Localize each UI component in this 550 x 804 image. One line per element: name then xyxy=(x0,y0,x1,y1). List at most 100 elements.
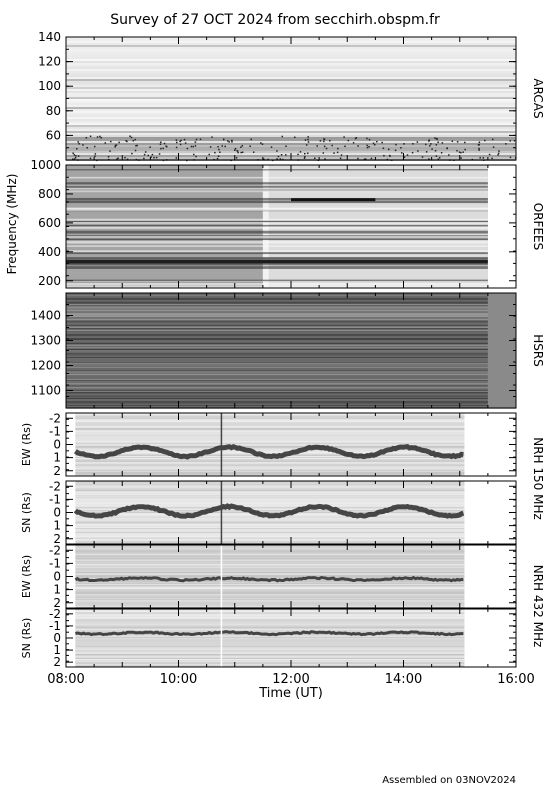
noise-pixel xyxy=(234,149,236,151)
noise-pixel xyxy=(74,156,77,159)
position-stripe xyxy=(75,559,465,561)
noise-pixel xyxy=(209,146,212,148)
freq-line xyxy=(66,390,516,392)
freq-line xyxy=(66,197,488,200)
noise-pixel xyxy=(144,151,147,153)
noise-pixel xyxy=(322,152,325,154)
position-stripe xyxy=(75,459,465,461)
noise-pixel xyxy=(125,140,127,142)
noise-pixel xyxy=(160,141,162,143)
position-stripe xyxy=(75,575,465,577)
noise-pixel xyxy=(107,155,110,158)
noise-pixel xyxy=(497,154,499,156)
noise-pixel xyxy=(94,153,97,155)
noise-pixel xyxy=(85,136,88,139)
y-tick-label: 2 xyxy=(53,596,61,610)
position-stripe xyxy=(75,558,465,560)
position-stripe xyxy=(75,552,465,554)
noise-pixel xyxy=(276,150,278,152)
noise-pixel xyxy=(366,146,369,149)
noise-pixel xyxy=(307,136,309,138)
noise-pixel xyxy=(175,157,178,159)
noise-pixel xyxy=(383,154,385,157)
noise-pixel xyxy=(221,145,223,147)
noise-pixel xyxy=(435,144,438,146)
noise-pixel xyxy=(116,158,118,160)
freq-band xyxy=(66,87,516,89)
noise-pixel xyxy=(250,138,252,141)
noise-pixel xyxy=(114,144,117,147)
noise-pixel xyxy=(186,147,189,150)
x-tick-label: 16:00 xyxy=(497,672,534,687)
noise-pixel xyxy=(226,140,229,142)
noise-pixel xyxy=(77,141,79,143)
noise-pixel xyxy=(165,145,167,147)
position-stripe xyxy=(75,508,465,510)
position-stripe xyxy=(75,565,465,567)
freq-band xyxy=(66,47,516,49)
position-stripe xyxy=(75,624,465,626)
noise-pixel xyxy=(395,143,397,146)
position-stripe xyxy=(75,614,465,616)
position-stripe xyxy=(75,527,465,529)
freq-line xyxy=(66,324,516,326)
noise-pixel xyxy=(195,138,198,141)
assembled-footer: Assembled on 03NOV2024 xyxy=(382,775,516,786)
freq-line xyxy=(66,301,516,303)
noise-pixel xyxy=(193,153,195,156)
y-tick-label: 1400 xyxy=(30,309,61,323)
position-stripe xyxy=(75,536,465,538)
noise-pixel xyxy=(333,152,335,154)
freq-line xyxy=(66,279,488,282)
position-stripe xyxy=(75,500,465,502)
freq-band xyxy=(66,113,516,115)
freq-line xyxy=(66,333,516,335)
freq-line xyxy=(66,310,516,312)
noise-pixel xyxy=(195,155,197,158)
freq-band xyxy=(66,117,516,119)
noise-pixel xyxy=(446,147,449,149)
noise-pixel xyxy=(109,150,111,152)
freq-line xyxy=(66,282,488,286)
position-stripe xyxy=(75,649,465,651)
freq-band xyxy=(66,133,516,135)
freq-line xyxy=(66,169,488,171)
panel-orfees xyxy=(65,164,517,290)
freq-band xyxy=(66,119,516,121)
noise-pixel xyxy=(513,139,516,142)
noise-pixel xyxy=(417,150,419,152)
freq-line xyxy=(66,317,516,319)
position-stripe xyxy=(75,470,465,472)
freq-line xyxy=(66,380,516,382)
noise-pixel xyxy=(448,154,450,156)
noise-pixel xyxy=(150,156,152,158)
freq-line xyxy=(66,354,516,356)
position-stripe xyxy=(75,417,465,419)
noise-pixel xyxy=(76,147,78,150)
event-mark xyxy=(220,609,223,667)
freq-line xyxy=(66,371,516,373)
y-tick-label: 2 xyxy=(53,464,61,478)
noise-pixel xyxy=(234,147,237,150)
position-stripe xyxy=(75,488,465,490)
noise-pixel xyxy=(478,141,481,144)
freq-band xyxy=(66,75,516,77)
freq-band xyxy=(66,65,516,67)
noise-pixel xyxy=(370,157,373,160)
y-tick-label: 1100 xyxy=(30,384,61,398)
position-stripe xyxy=(75,651,465,653)
noise-pixel xyxy=(307,152,309,155)
bright-band xyxy=(66,312,516,318)
freq-band xyxy=(66,99,516,101)
noise-pixel xyxy=(73,154,76,156)
y-tick-label: -1 xyxy=(49,556,61,570)
noise-pixel xyxy=(339,157,342,160)
y-tick-label: -1 xyxy=(49,619,61,633)
noise-pixel xyxy=(89,157,92,160)
position-stripe xyxy=(75,466,465,468)
position-stripe xyxy=(75,420,465,422)
position-stripe xyxy=(75,433,465,435)
noise-pixel xyxy=(199,138,202,141)
position-stripe xyxy=(75,465,465,467)
noise-pixel xyxy=(211,136,213,138)
